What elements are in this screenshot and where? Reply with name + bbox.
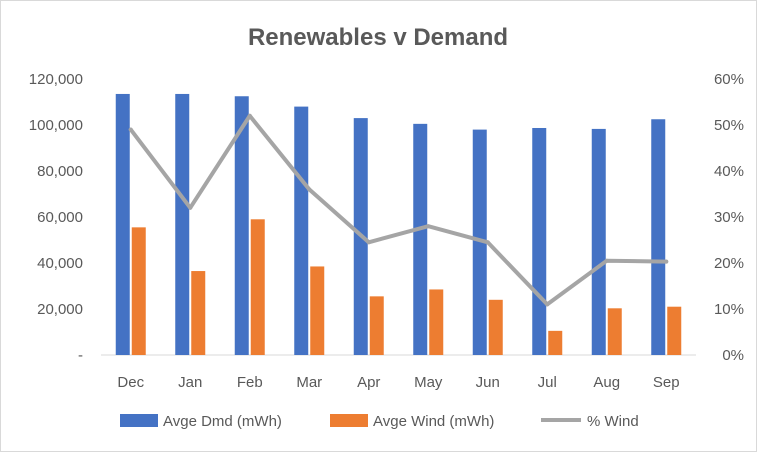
y-right-tick-label: 60% [714,71,744,88]
y-left-tick-label: 20,000 [37,301,83,318]
line-point-pct-wind [307,187,312,192]
bar-avge-dmd [234,96,249,355]
bar-avge-wind [548,330,563,355]
bar-avge-wind [488,299,503,355]
chart-title: Renewables v Demand [248,24,508,51]
x-tick-label: Jul [538,374,557,391]
x-tick-label: Apr [357,374,380,391]
bar-avge-wind [429,289,444,355]
y-left-tick-label: 60,000 [37,209,83,226]
y-right-tick-label: 20% [714,255,744,272]
x-tick-label: Mar [296,374,322,391]
bar-avge-dmd [294,106,309,355]
bar-avge-wind [250,219,265,355]
y-left-tick-label: - [78,347,83,364]
y-right-tick-label: 10% [714,301,744,318]
x-tick-label: Jan [178,374,202,391]
bar-avge-wind [191,271,206,355]
line-pct-wind [128,113,669,307]
bar-avge-dmd [472,129,487,355]
axes: - 20,000 40,000 60,000 80,000 100,000 120,000 0… [29,71,744,391]
bar-avge-wind [607,308,622,355]
bar-series [115,93,682,356]
x-tick-label: Feb [237,374,263,391]
bar-avge-wind [131,227,146,355]
bar-avge-dmd [175,93,190,355]
legend-swatch [120,414,158,427]
y-left-tick-label: 80,000 [37,163,83,180]
legend-label: Avge Wind (mWh) [373,413,494,430]
bar-avge-dmd [651,119,666,355]
line-point-pct-wind [545,302,550,307]
line-point-pct-wind [188,205,193,210]
bar-avge-dmd [591,128,606,355]
line-point-pct-wind [426,224,431,229]
x-tick-label: Dec [117,374,144,391]
line-series [128,113,669,307]
line-point-pct-wind [664,259,669,264]
y-right-tick-label: 40% [714,163,744,180]
legend-swatch [330,414,368,427]
y-right-tick-label: 30% [714,209,744,226]
bar-avge-dmd [413,123,428,355]
bar-avge-wind [369,296,384,355]
legend-label: Avge Dmd (mWh) [163,413,282,430]
bar-avge-wind [667,306,682,355]
x-tick-label: Sep [653,374,680,391]
line-point-pct-wind [247,113,252,118]
line-point-pct-wind [128,127,133,132]
line-point-pct-wind [604,258,609,263]
legend-label: % Wind [587,413,639,430]
bar-avge-wind [310,266,325,355]
y-right-tick-label: 0% [722,347,744,364]
x-tick-label: Jun [476,374,500,391]
bar-avge-dmd [115,93,130,355]
x-tick-label: Aug [593,374,620,391]
y-right-tick-label: 50% [714,117,744,134]
legend: Avge Dmd (mWh) Avge Wind (mWh) % Wind [120,413,639,430]
line-point-pct-wind [485,240,490,245]
bar-avge-dmd [532,127,547,356]
y-left-tick-label: 40,000 [37,255,83,272]
line-point-pct-wind [366,240,371,245]
x-tick-label: May [414,374,443,391]
y-left-tick-label: 120,000 [29,71,83,88]
y-left-tick-label: 100,000 [29,117,83,134]
